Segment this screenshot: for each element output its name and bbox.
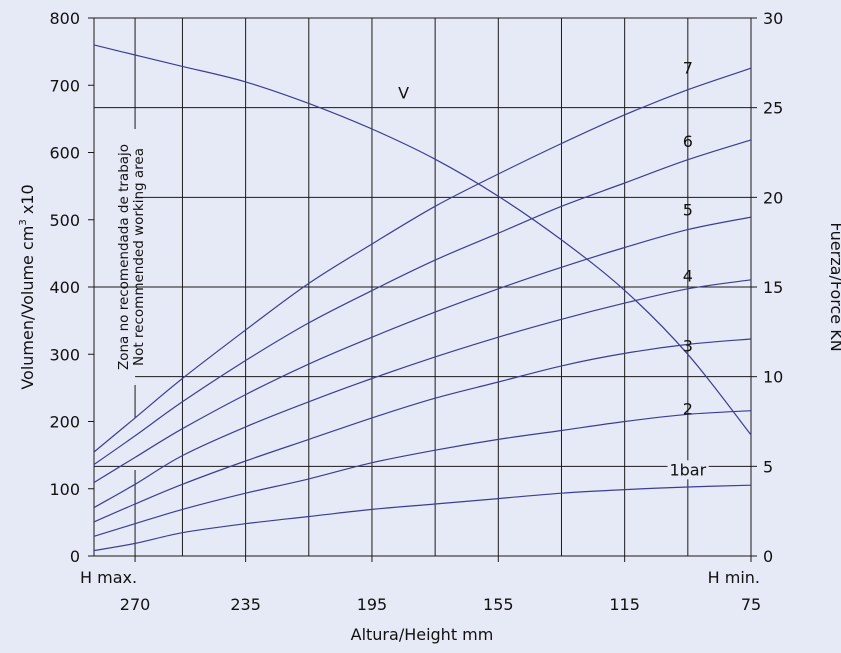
zone-text-es: Zona no recomendada de trabajo [116, 144, 132, 370]
x-tick-label: 195 [357, 595, 388, 614]
x-tick-label: 75 [741, 595, 761, 614]
curve-7 [93, 67, 752, 453]
y-left-tick-label: 800 [49, 9, 80, 28]
y-left-tick-label: 400 [49, 278, 80, 297]
curve-V [93, 44, 752, 436]
ticks: 0100200300400500600700800051015202530270… [49, 9, 783, 614]
y-left-tick-label: 600 [49, 144, 80, 163]
y-right-tick-label: 20 [763, 188, 783, 207]
y-right-tick-label: 10 [763, 368, 783, 387]
y-left-tick-label: 200 [49, 413, 80, 432]
curve-4 [93, 279, 752, 509]
y-left-tick-label: 500 [49, 211, 80, 230]
x-tick-label: 270 [120, 595, 151, 614]
x-tick-label: 235 [230, 595, 261, 614]
curve-3 [93, 338, 752, 523]
label-mask [667, 460, 709, 480]
curve-label-V: V [398, 84, 409, 103]
curve-label-1bar: 1bar [669, 460, 706, 479]
zone-text-en: Not recommended working area [131, 148, 147, 366]
y-axis-title-left: Volumen/Volume cm3 x10 [18, 184, 37, 389]
y-axis-title-left-unit: x10 [18, 184, 37, 219]
y-right-tick-label: 30 [763, 9, 783, 28]
curve-5 [93, 216, 752, 484]
y-left-tick-label: 0 [70, 547, 80, 566]
curve-1bar [93, 484, 752, 552]
curves [93, 44, 752, 552]
curve-label-5: 5 [683, 200, 693, 219]
y-axis-title-left-main: Volumen/Volume cm [18, 226, 37, 390]
zone-annotation: Zona no recomendada de trabajo Not recomm… [116, 144, 147, 370]
curve-label-4: 4 [683, 267, 693, 286]
x-axis-title: Altura/Height mm [351, 625, 494, 644]
y-right-tick-label: 15 [763, 278, 783, 297]
x-end-label-right: H min. [708, 568, 760, 587]
curve-2 [93, 410, 752, 537]
y-left-tick-label: 700 [49, 76, 80, 95]
y-right-tick-label: 5 [763, 457, 773, 476]
x-end-label-left: H max. [80, 568, 137, 587]
curve-6 [93, 139, 752, 465]
curve-label-7: 7 [683, 59, 693, 78]
curve-labels: V 7 6 5 4 3 2 1bar [398, 59, 709, 480]
curve-label-3: 3 [683, 337, 693, 356]
y-left-tick-label: 300 [49, 345, 80, 364]
y-right-tick-label: 0 [763, 547, 773, 566]
grid [94, 18, 751, 556]
y-axis-title-left-exponent: 3 [18, 219, 29, 225]
y-left-tick-label: 100 [49, 480, 80, 499]
x-tick-label: 155 [483, 595, 514, 614]
y-right-tick-label: 25 [763, 99, 783, 118]
x-tick-label: 115 [609, 595, 640, 614]
curve-label-6: 6 [683, 132, 693, 151]
y-axis-title-right: Fuerza/Force KN [827, 222, 841, 351]
curve-label-2: 2 [683, 399, 693, 418]
